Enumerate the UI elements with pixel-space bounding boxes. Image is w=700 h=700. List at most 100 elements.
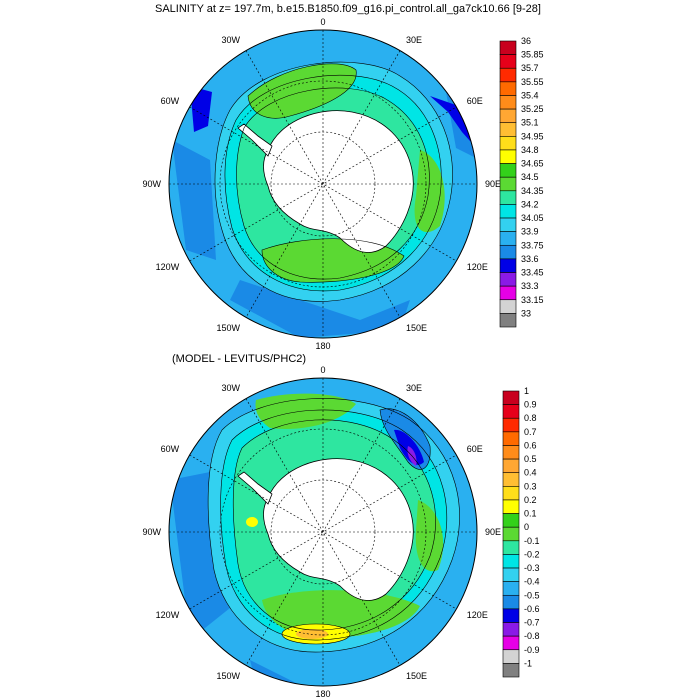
- longitude-label: 150W: [216, 671, 240, 681]
- colorbar-label: 33.15: [521, 295, 544, 305]
- longitude-label: 30W: [221, 35, 240, 45]
- colorbar-swatch: [499, 54, 517, 69]
- field-max: [246, 517, 258, 527]
- longitude-label: 30E: [406, 35, 422, 45]
- colorbar-swatch: [502, 554, 520, 569]
- top-panel-title: SALINITY at z= 197.7m, b.e15.B1850.f09_g…: [155, 3, 541, 15]
- colorbar-swatch: [499, 95, 517, 110]
- colorbar-swatch: [499, 244, 517, 260]
- colorbar-swatch: [502, 581, 520, 596]
- longitude-label: 180: [315, 341, 330, 351]
- colorbar-label: 0.4: [524, 468, 537, 478]
- colorbar-label: 35.4: [521, 91, 539, 101]
- top-longitude-labels: 0 30E 60E 90E 120E 150E 180 150W 120W 90W 60W 30W: [142, 17, 501, 351]
- longitude-label: 180: [315, 689, 330, 699]
- colorbar-label: 34.2: [521, 199, 539, 209]
- colorbar-label: -0.5: [524, 590, 540, 600]
- colorbar-label: 36: [521, 36, 531, 46]
- colorbar-swatch: [499, 299, 517, 314]
- colorbar-swatch: [502, 540, 520, 555]
- colorbar-label: 0: [524, 522, 529, 532]
- colorbar-label: 33.6: [521, 254, 539, 264]
- colorbar-label: 0.9: [524, 400, 537, 410]
- colorbar-swatch: [502, 404, 520, 419]
- colorbar-label: 35.25: [521, 104, 544, 114]
- bottom-longitude-labels: 0 30E 60E 90E 120E 150E 180 150W 120W 90W 60W 30W: [142, 365, 501, 699]
- longitude-label: 120W: [156, 610, 180, 620]
- colorbar-swatch: [502, 649, 520, 664]
- longitude-label: 60E: [467, 444, 483, 454]
- longitude-label: 150E: [406, 671, 427, 681]
- colorbar-swatch: [502, 390, 520, 405]
- antarctic-peninsula: [237, 123, 273, 157]
- colorbar-swatch: [499, 122, 517, 137]
- longitude-label: 30W: [221, 383, 240, 393]
- colorbar-swatch: [502, 567, 520, 582]
- longitude-label: 60W: [161, 96, 180, 106]
- longitude-label: 60W: [161, 444, 180, 454]
- colorbar-label: -1: [524, 658, 532, 668]
- colorbar-label: -0.8: [524, 631, 540, 641]
- colorbar-swatch: [502, 472, 520, 487]
- longitude-label: 30E: [406, 383, 422, 393]
- top-colorbar: 36 35.85 35.7 35.55 35.4 35.25 35.1 34.95 34.8 34…: [499, 36, 544, 328]
- longitude-label: 120E: [467, 262, 488, 272]
- colorbar-label: 35.1: [521, 118, 539, 128]
- antarctica-landmass: [263, 458, 414, 601]
- colorbar-swatch: [502, 513, 520, 528]
- colorbar-label: 0.3: [524, 481, 537, 491]
- longitude-label: 90W: [142, 179, 161, 189]
- colorbar-label: 35.7: [521, 63, 539, 73]
- colorbar-swatch: [499, 81, 517, 96]
- colorbar-swatch: [502, 526, 520, 542]
- longitude-label: 90E: [485, 527, 501, 537]
- contour-lines: [214, 61, 453, 302]
- colorbar-swatch: [499, 217, 517, 232]
- colorbar-label: 34.95: [521, 131, 544, 141]
- longitude-label: 90W: [142, 527, 161, 537]
- colorbar-label: 35.55: [521, 77, 544, 87]
- colorbar-swatch: [502, 608, 520, 623]
- colorbar-swatch: [502, 486, 520, 501]
- colorbar-swatch: [499, 67, 517, 83]
- bottom-panel-title: (MODEL - LEVITUS/PHC2): [172, 353, 306, 365]
- colorbar-label: 33: [521, 308, 531, 318]
- top-map-outline: [168, 29, 478, 339]
- colorbar-swatch: [499, 40, 517, 55]
- colorbar-label: 1: [524, 386, 529, 396]
- colorbar-label: 0.1: [524, 509, 537, 519]
- colorbar-label: 34.05: [521, 213, 544, 223]
- longitude-label: 150E: [406, 323, 427, 333]
- colorbar-label: 34.35: [521, 186, 544, 196]
- colorbar-label: -0.7: [524, 618, 540, 628]
- colorbar-swatch: [499, 190, 517, 205]
- colorbar-label: -0.4: [524, 577, 540, 587]
- field-patch: [172, 140, 216, 260]
- colorbar-label: -0.1: [524, 536, 540, 546]
- longitude-label: 120W: [156, 262, 180, 272]
- colorbar-label: -0.9: [524, 645, 540, 655]
- field-max: [296, 629, 328, 639]
- contour-lines: [207, 398, 460, 653]
- colorbar-label: 0.8: [524, 413, 537, 423]
- colorbar-label: 34.8: [521, 145, 539, 155]
- colorbar-swatch: [502, 663, 520, 678]
- colorbar-swatch: [499, 272, 517, 287]
- colorbar-swatch: [502, 594, 520, 610]
- longitude-label: 120E: [467, 610, 488, 620]
- longitude-label: 60E: [467, 96, 483, 106]
- colorbar-swatch: [499, 204, 517, 219]
- colorbar-label: 0.6: [524, 441, 537, 451]
- colorbar-label: 33.75: [521, 240, 544, 250]
- colorbar-swatch: [499, 163, 517, 178]
- colorbar-swatch: [499, 231, 517, 246]
- colorbar-swatch: [499, 313, 517, 328]
- longitude-label: 150W: [216, 323, 240, 333]
- colorbar-label: 33.45: [521, 268, 544, 278]
- longitude-label: 0: [320, 17, 325, 27]
- colorbar-swatch: [502, 499, 520, 514]
- bottom-graticule: [169, 378, 477, 686]
- colorbar-label: 0.7: [524, 427, 537, 437]
- colorbar-label: 34.5: [521, 172, 539, 182]
